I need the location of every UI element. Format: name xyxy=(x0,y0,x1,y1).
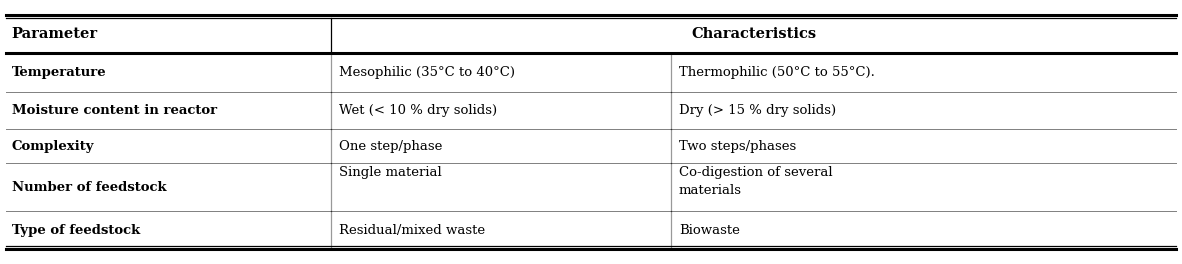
Text: Wet (< 10 % dry solids): Wet (< 10 % dry solids) xyxy=(339,104,498,117)
Text: Thermophilic (50°C to 55°C).: Thermophilic (50°C to 55°C). xyxy=(678,66,875,79)
Text: Temperature: Temperature xyxy=(12,66,106,79)
Text: Type of feedstock: Type of feedstock xyxy=(12,224,139,237)
Text: Residual/mixed waste: Residual/mixed waste xyxy=(339,224,486,237)
Text: Complexity: Complexity xyxy=(12,140,95,153)
Text: Two steps/phases: Two steps/phases xyxy=(678,140,795,153)
Text: Characteristics: Characteristics xyxy=(691,27,817,41)
Text: Parameter: Parameter xyxy=(12,27,98,41)
Text: Single material: Single material xyxy=(339,166,442,179)
Text: Moisture content in reactor: Moisture content in reactor xyxy=(12,104,216,117)
Text: Number of feedstock: Number of feedstock xyxy=(12,181,167,194)
Text: Mesophilic (35°C to 40°C): Mesophilic (35°C to 40°C) xyxy=(339,66,515,79)
Text: Biowaste: Biowaste xyxy=(678,224,740,237)
Text: Co-digestion of several
materials: Co-digestion of several materials xyxy=(678,166,832,197)
Text: Dry (> 15 % dry solids): Dry (> 15 % dry solids) xyxy=(678,104,836,117)
Text: One step/phase: One step/phase xyxy=(339,140,443,153)
